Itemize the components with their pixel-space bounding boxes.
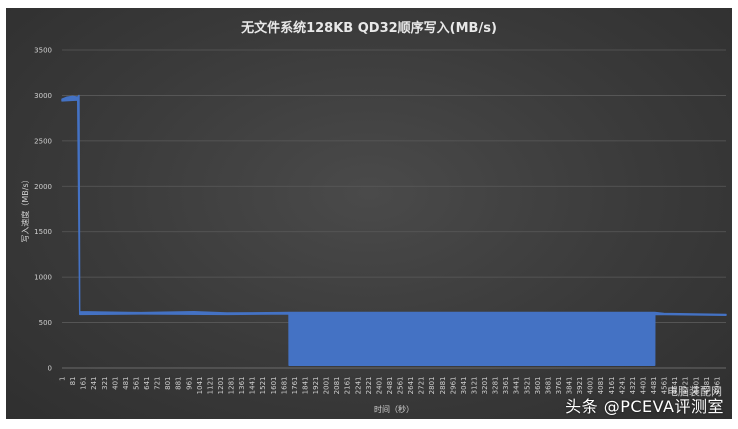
x-tick-label: 4161 xyxy=(608,377,616,395)
x-tick-label: 641 xyxy=(143,377,151,390)
x-tick-label: 2641 xyxy=(407,377,415,395)
x-tick-label: 2401 xyxy=(375,377,383,395)
y-tick-label: 0 xyxy=(48,365,52,373)
x-tick-label: 4961 xyxy=(713,377,721,395)
x-tick-label: 161 xyxy=(80,377,88,390)
x-tick-label: 2321 xyxy=(365,377,373,395)
chart-frame: 无文件系统128KB QD32顺序写入(MB/s) 0 500 1000 1500 200… xyxy=(6,8,732,419)
x-tick-label: 2721 xyxy=(418,377,426,395)
x-tick-label: 2001 xyxy=(323,377,331,395)
x-tick-label: 81 xyxy=(69,377,77,386)
x-tick-label: 1521 xyxy=(259,377,267,395)
x-tick-label: 3601 xyxy=(534,377,542,395)
x-tick-label: 1761 xyxy=(291,377,299,395)
x-tick-label: 1281 xyxy=(228,377,236,395)
x-tick-label: 4081 xyxy=(597,377,605,395)
x-tick-label: 1361 xyxy=(238,377,246,395)
x-tick-label: 3681 xyxy=(544,377,552,395)
x-tick-label: 4801 xyxy=(692,377,700,395)
y-tick-label: 3500 xyxy=(34,47,52,55)
y-axis-title: 写入速度（MB/s） xyxy=(20,175,30,242)
x-tick-label: 1121 xyxy=(206,377,214,395)
y-tick-label: 1500 xyxy=(34,228,52,236)
x-tick-label: 1201 xyxy=(217,377,225,395)
x-tick-label: 961 xyxy=(185,377,193,390)
series-area xyxy=(61,94,727,366)
x-tick-label: 2161 xyxy=(344,377,352,395)
chart-title: 无文件系统128KB QD32顺序写入(MB/s) xyxy=(240,20,497,36)
x-tick-label: 2881 xyxy=(439,377,447,395)
x-tick-label: 4721 xyxy=(682,377,690,395)
x-tick-label: 3761 xyxy=(555,377,563,395)
x-tick-label: 3121 xyxy=(470,377,478,395)
x-tick-label: 2081 xyxy=(333,377,341,395)
x-tick-label: 2801 xyxy=(428,377,436,395)
x-tick-label: 4001 xyxy=(587,377,595,395)
x-axis-title: 时间（秒） xyxy=(374,404,414,414)
x-tick-label: 4401 xyxy=(639,377,647,395)
x-tick-label: 1921 xyxy=(312,377,320,395)
x-tick-label: 1681 xyxy=(280,377,288,395)
x-tick-label: 1841 xyxy=(301,377,309,395)
x-tick-label: 4641 xyxy=(671,377,679,395)
x-tick-label: 881 xyxy=(175,377,183,390)
x-tick-label: 3041 xyxy=(460,377,468,395)
x-tick-label: 4561 xyxy=(661,377,669,395)
x-tick-label: 1041 xyxy=(196,377,204,395)
x-tick-label: 2241 xyxy=(354,377,362,395)
x-tick-label: 3841 xyxy=(566,377,574,395)
x-tick-label: 481 xyxy=(122,377,130,390)
x-tick-label: 3921 xyxy=(576,377,584,395)
x-tick-label: 401 xyxy=(111,377,119,390)
x-tick-label: 4481 xyxy=(650,377,658,395)
watermark-site: 电脑装配网 xyxy=(667,385,722,398)
x-tick-label: 4881 xyxy=(703,377,711,395)
x-tick-label: 801 xyxy=(164,377,172,390)
y-tick-label: 1000 xyxy=(34,274,52,282)
x-tick-label: 241 xyxy=(90,377,98,390)
x-tick-label: 3281 xyxy=(492,377,500,395)
y-tick-label: 2000 xyxy=(34,183,52,191)
x-tick-label: 2561 xyxy=(397,377,405,395)
x-tick-label: 3361 xyxy=(502,376,510,394)
y-tick-label: 3000 xyxy=(34,92,52,100)
x-tick-label: 561 xyxy=(132,377,140,390)
y-tick-label: 500 xyxy=(39,319,52,327)
x-tick-label: 1441 xyxy=(249,377,257,395)
x-tick-label: 1 xyxy=(59,377,67,381)
x-tick-label: 1601 xyxy=(270,377,278,395)
x-tick-label: 721 xyxy=(154,377,162,390)
watermark-text: 头条 @PCEVA评测室 xyxy=(565,397,724,416)
x-tick-label: 3441 xyxy=(513,376,521,394)
x-tick-label: 2481 xyxy=(386,377,394,395)
x-tick-label: 4321 xyxy=(629,377,637,395)
x-tick-label: 3201 xyxy=(481,377,489,395)
chart-svg: 无文件系统128KB QD32顺序写入(MB/s) 0 500 1000 1500 200… xyxy=(20,20,727,414)
x-tick-label: 2961 xyxy=(449,377,457,395)
x-tick-label: 4241 xyxy=(618,377,626,395)
x-tick-label: 3521 xyxy=(523,377,531,395)
x-tick-label: 321 xyxy=(101,377,109,390)
y-tick-label: 2500 xyxy=(34,137,52,145)
